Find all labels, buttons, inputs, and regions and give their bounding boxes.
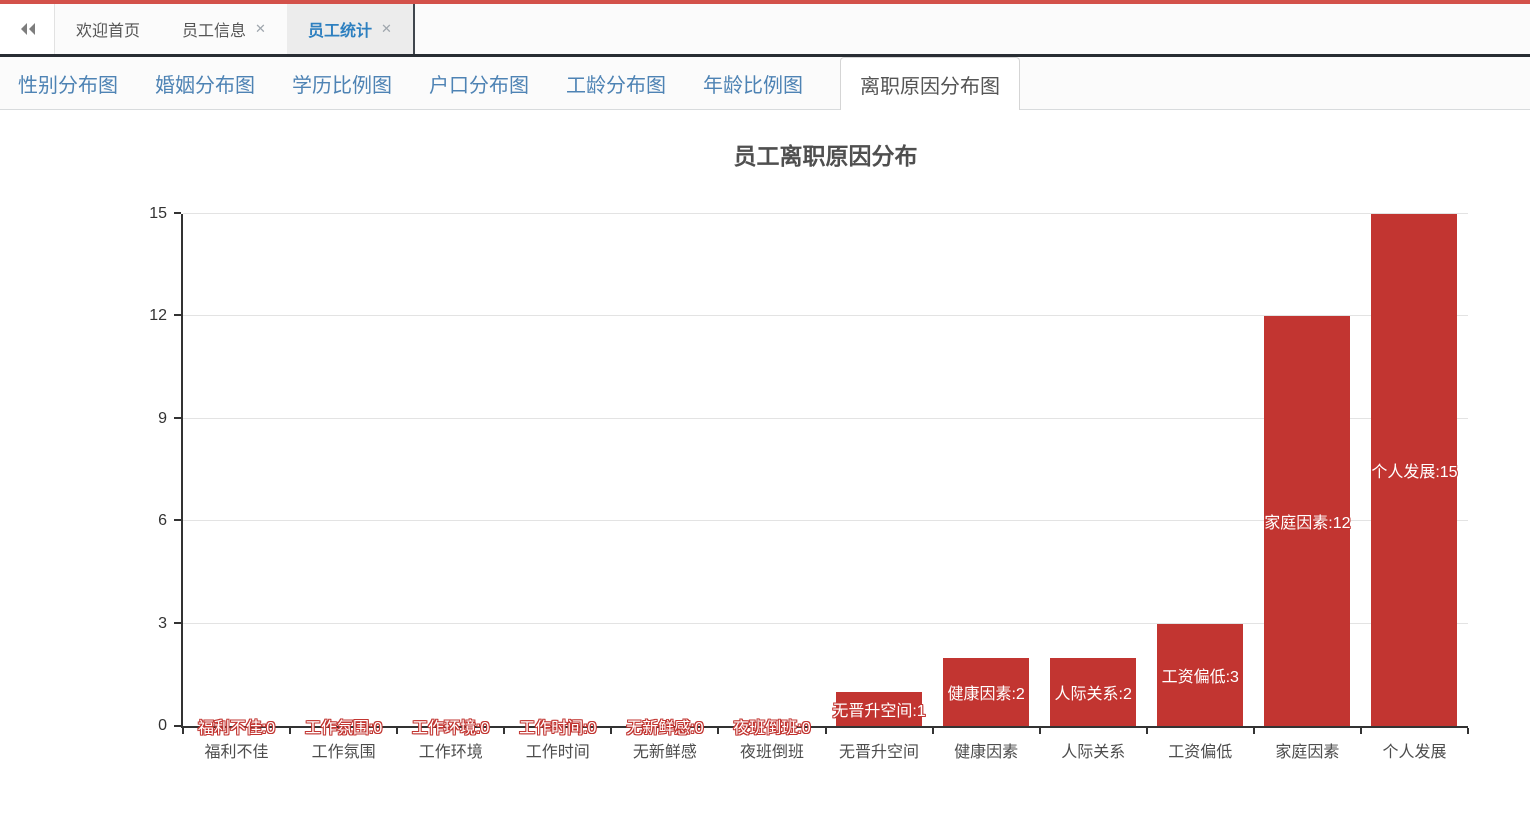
bar-value-label: 个人发展:15 [1371,464,1458,481]
x-axis-category-label: 工作氛围 [311,744,376,761]
gridline [183,213,1468,214]
bar [1050,657,1137,726]
x-axis-category-label: 工作环境 [418,744,483,761]
x-axis-tick [182,728,184,734]
x-axis-tick [931,728,934,734]
tab-employee-info[interactable]: 员工信息 ✕ [161,4,287,54]
plot-area: 0 3 6 9 12 15 福利不佳:0 福利不佳 工作氛围:0 工作氛围 工作环境:0 工作环境 工作… [149,205,1469,761]
tab-marriage-distribution[interactable]: 婚姻分布图 [155,74,255,97]
y-axis-tick [174,725,181,727]
x-axis-tick [396,728,399,734]
chart-type-tab-bar: 性别分布图 婚姻分布图 学历比例图 户口分布图 工龄分布图 年龄比例图 离职原因… [0,57,1530,110]
close-icon[interactable]: ✕ [380,21,392,36]
tab-seniority-distribution[interactable]: 工龄分布图 [566,74,666,97]
tab-age-ratio[interactable]: 年龄比例图 [703,74,803,97]
x-axis-tick [289,728,292,734]
tab-label: 员工统计 [307,23,372,40]
x-axis-category-label: 个人发展 [1382,744,1447,761]
x-axis-tick [717,728,720,734]
bar-value-label: 无晋升空间:1 [832,702,926,720]
tab-scroll-left-button[interactable] [0,4,55,54]
y-axis-tick-label: 3 [158,614,167,632]
x-axis-tick [503,728,506,734]
bar [1157,623,1244,726]
bar [1371,214,1458,726]
gridline [183,315,1468,317]
bar [943,657,1030,726]
bar-value-label: 工作环境:0 [412,720,490,737]
close-icon[interactable]: ✕ [255,21,266,36]
window-tab-bar: 欢迎首页 员工信息 ✕ 员工统计 ✕ [0,4,1530,57]
y-axis-tick-label: 9 [158,409,167,427]
x-axis-tick [824,728,827,734]
bar-value-label: 健康因素:2 [947,685,1025,703]
x-axis-tick [610,728,613,734]
gridline [183,417,1468,419]
tab-welcome-home[interactable]: 欢迎首页 [55,4,161,54]
x-axis-category-label: 夜班倒班 [739,744,804,761]
tab-education-ratio[interactable]: 学历比例图 [292,74,392,97]
y-axis-tick [174,314,181,317]
x-axis-tick [1252,728,1255,734]
x-axis-category-label: 工资偏低 [1168,744,1233,761]
x-axis-category-label: 无新鲜感 [632,744,697,761]
bar-value-label: 夜班倒班:0 [733,720,811,737]
x-axis-category-label: 家庭因素 [1275,744,1340,761]
bar-value-label: 工资偏低:3 [1161,668,1239,686]
y-axis-tick [174,621,181,624]
tab-household-distribution[interactable]: 户口分布图 [429,74,529,97]
bar-value-label: 人际关系:2 [1054,685,1132,703]
tab-label: 员工信息 [182,23,247,40]
y-axis-tick-label: 15 [149,205,167,222]
gridline [183,520,1468,522]
y-axis-tick-label: 6 [158,512,167,530]
x-axis-category-label: 无晋升空间 [839,744,920,761]
y-axis-tick [174,212,181,214]
gridline [183,622,1468,624]
y-axis-tick-label: 12 [149,307,167,325]
y-axis-line [181,214,183,728]
x-axis-tick [1359,728,1362,734]
bar-value-label: 家庭因素:12 [1264,515,1351,533]
tab-employee-statistics[interactable]: 员工统计 ✕ [286,4,415,54]
tab-gender-distribution[interactable]: 性别分布图 [18,74,118,97]
resignation-reason-chart: 员工离职原因分布 0 3 6 9 12 15 福利不佳:0 福利不佳 工作氛围:0 工作氛围 工作环… [0,110,1530,833]
y-axis-tick [174,416,181,419]
bar [1264,316,1351,726]
x-axis-category-label: 福利不佳 [204,744,269,761]
x-axis-line [181,726,1468,728]
x-axis-category-label: 人际关系 [1061,744,1126,761]
double-chevron-left-icon [20,23,35,35]
bar-value-label: 福利不佳:0 [197,720,276,737]
x-axis-category-label: 健康因素 [954,744,1019,761]
x-axis-tick [1145,728,1148,734]
bar-value-label: 无新鲜感:0 [626,720,704,737]
chart-title: 员工离职原因分布 [733,143,918,169]
y-axis-tick [174,519,181,522]
bar-value-label: 工作时间:0 [519,720,597,737]
x-axis-category-label: 工作时间 [525,744,590,761]
tab-label: 欢迎首页 [76,23,141,40]
bar [836,691,923,726]
tab-resignation-reason-distribution[interactable]: 离职原因分布图 [840,57,1020,110]
bar-value-label: 工作氛围:0 [304,720,383,737]
x-axis-tick [1038,728,1041,734]
x-axis-tick [1467,728,1469,734]
top-accent-bar [0,0,1530,4]
y-axis-tick-label: 0 [158,717,167,734]
